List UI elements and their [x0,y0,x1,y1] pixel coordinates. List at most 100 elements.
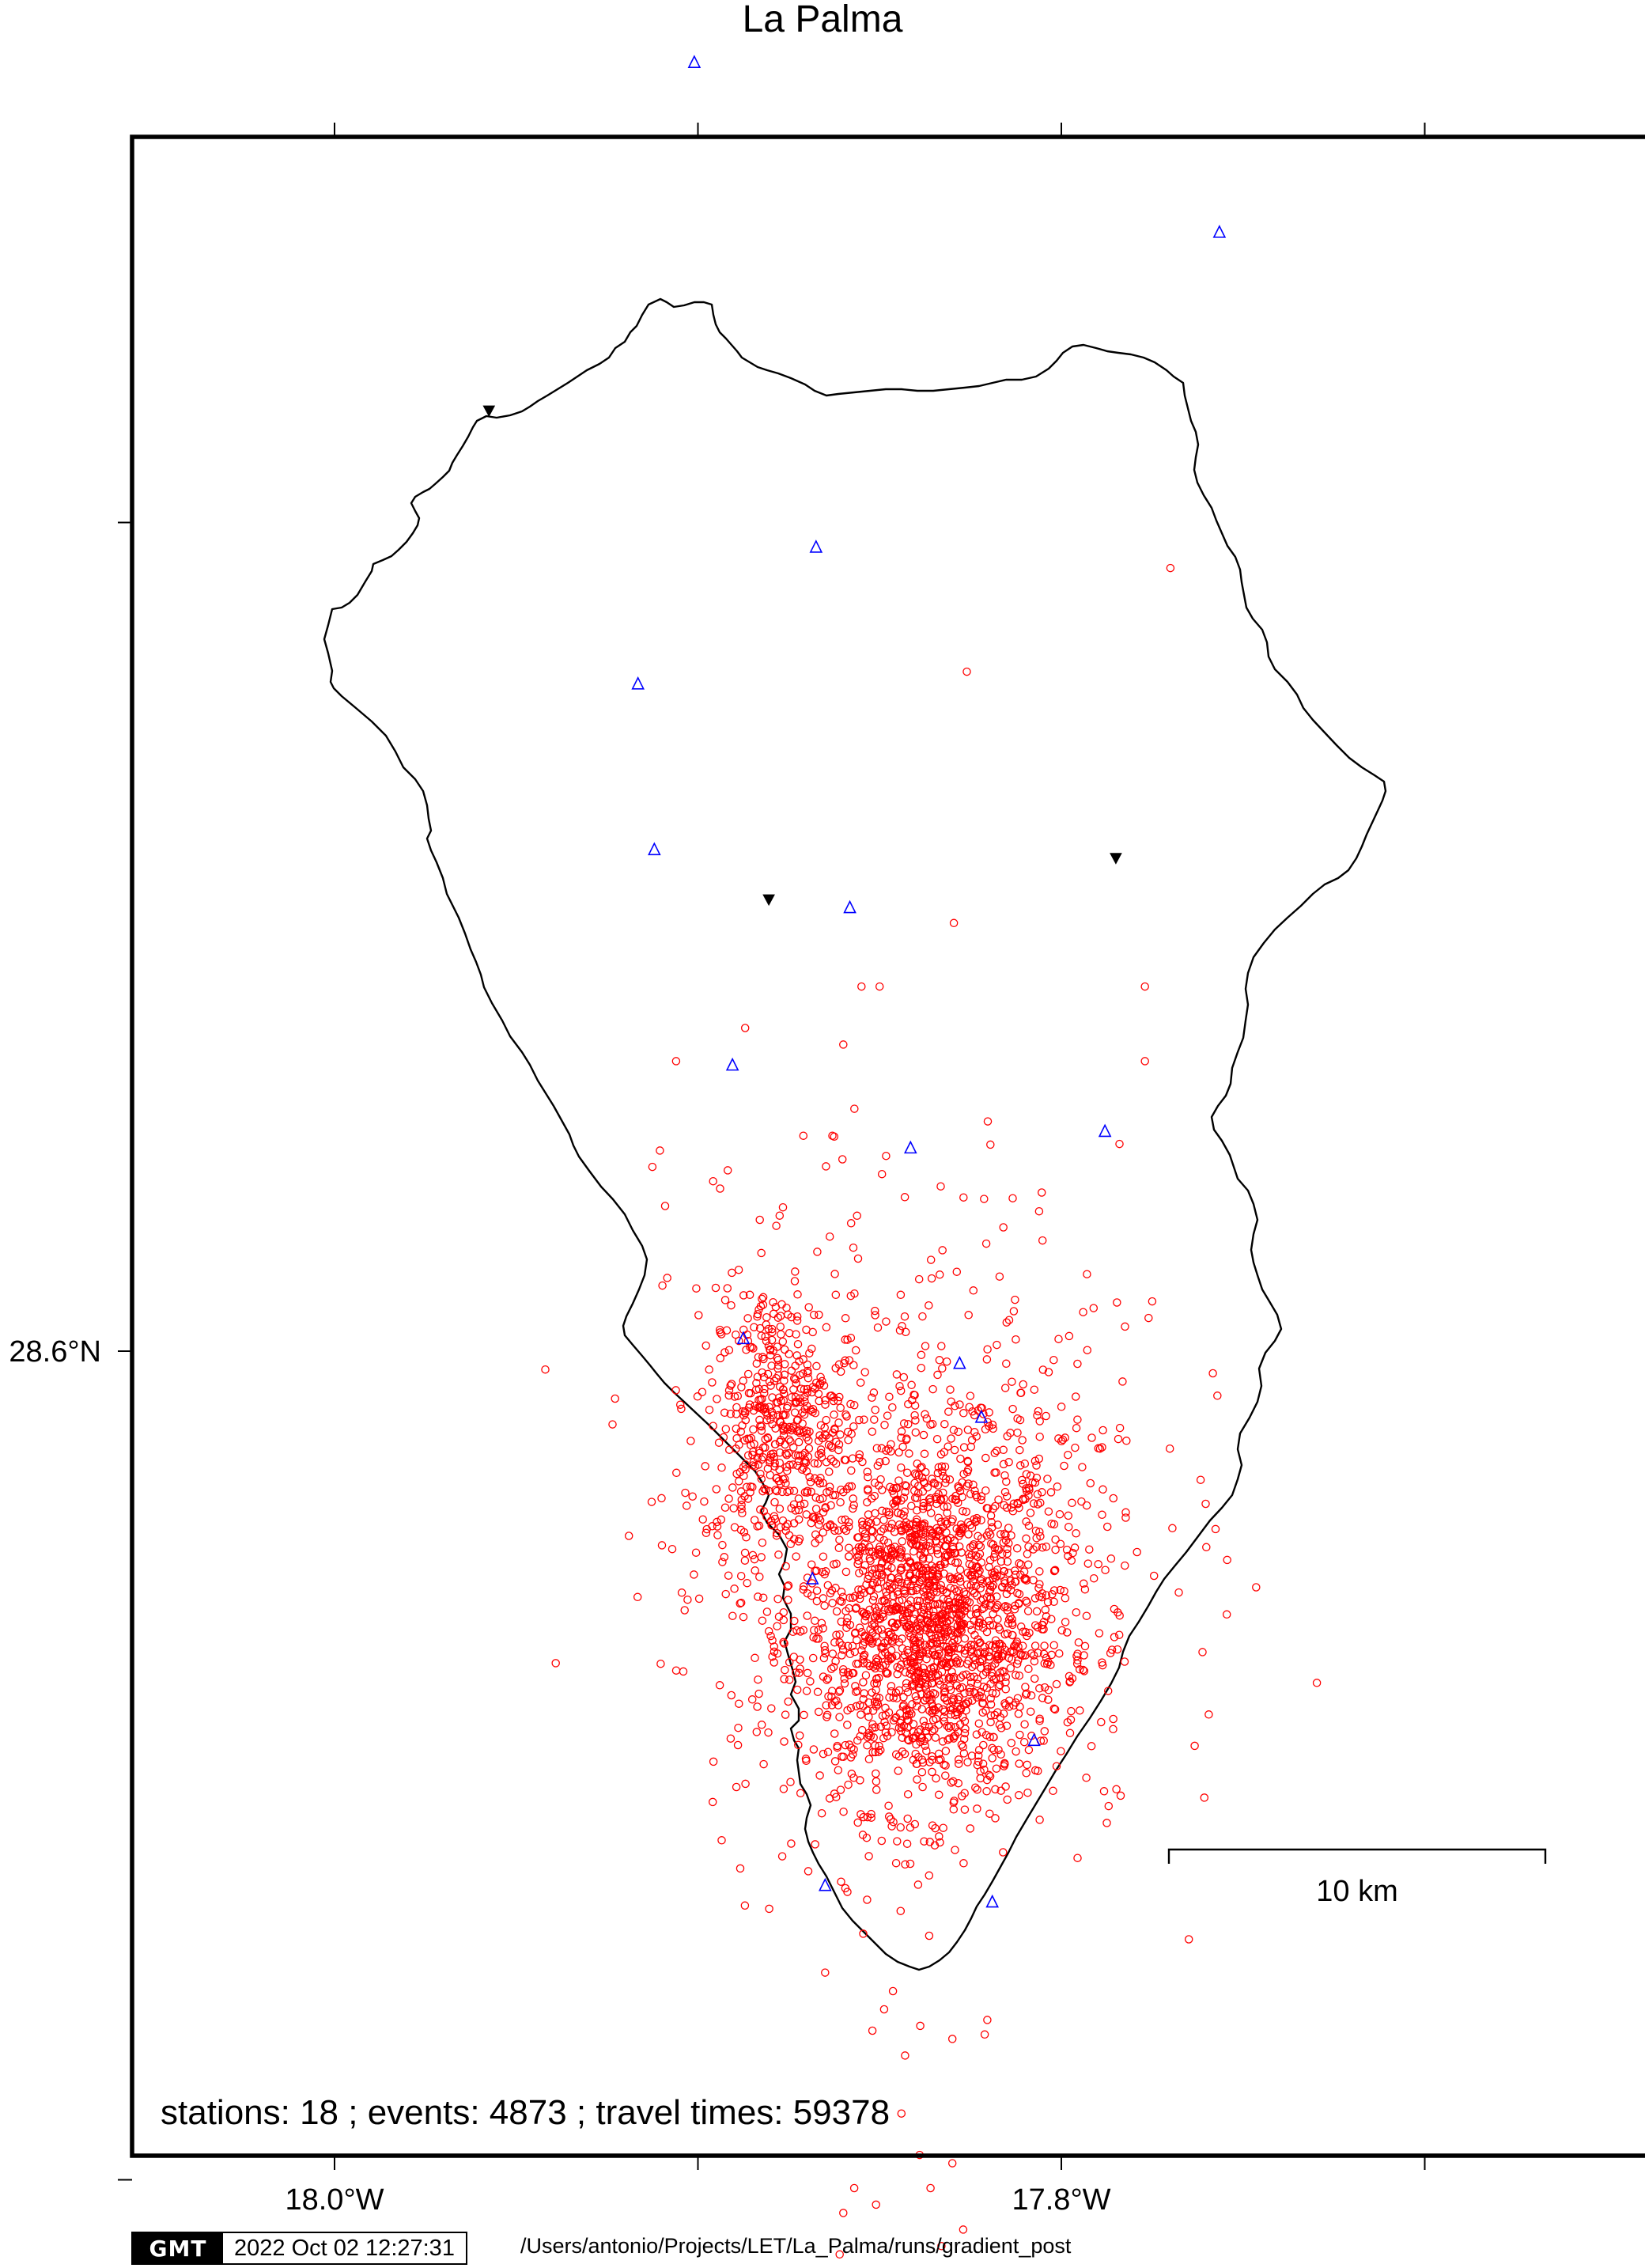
event-marker [906,1604,916,1614]
event-marker [826,1501,835,1510]
event-marker [807,1487,815,1496]
event-marker [1002,1589,1012,1599]
event-marker [780,1639,788,1648]
event-marker [1001,1782,1010,1791]
event-marker [944,1736,952,1744]
event-marker [876,1475,885,1484]
event-marker [868,1393,876,1403]
event-marker [1053,1482,1062,1491]
event-marker [936,1517,946,1527]
event-marker [671,1057,681,1066]
event-marker [904,1608,913,1618]
event-marker [980,1765,989,1774]
event-marker [879,1630,888,1639]
event-marker [745,1400,754,1409]
event-marker [705,1405,714,1414]
station-triangle-black [762,894,775,907]
event-marker [692,1284,701,1293]
event-marker [990,1710,1000,1720]
timestamp: 2022 Oct 02 12:27:31 [234,2235,455,2261]
event-marker [772,1528,781,1538]
event-marker [790,1277,800,1285]
event-marker [1032,1534,1041,1543]
map-title: La Palma [743,0,903,40]
event-marker [928,1751,936,1761]
event-marker [768,1636,777,1645]
event-marker [803,1668,812,1678]
event-marker [971,1581,981,1591]
event-marker [910,1391,919,1399]
event-marker [1034,1584,1043,1592]
event-marker [749,1425,758,1434]
event-marker [987,1539,996,1548]
event-marker [747,1441,755,1450]
event-marker [1009,1701,1018,1710]
event-marker [709,1422,717,1430]
event-marker [997,1583,1007,1592]
event-marker [826,1588,835,1598]
event-marker [733,1391,743,1400]
event-marker [856,1378,865,1388]
event-marker [904,1649,913,1657]
event-marker [919,1430,928,1440]
scale-bar-line [1167,1848,1547,1864]
event-marker [973,1608,982,1618]
event-marker [933,1549,943,1558]
event-marker [734,1265,743,1274]
event-marker [793,1339,803,1349]
event-marker [856,1590,864,1600]
event-marker [911,1539,921,1549]
event-marker [785,1675,794,1684]
event-marker [849,1422,858,1431]
event-marker [768,1520,777,1530]
event-marker [1006,1664,1015,1672]
event-marker [805,1472,814,1482]
event-marker [934,1463,944,1472]
event-marker [902,1657,911,1666]
event-marker [858,1525,868,1535]
event-marker [850,1104,859,1113]
event-marker [838,1651,846,1660]
event-marker [792,1312,802,1321]
event-marker [796,1501,805,1510]
event-marker [881,1456,890,1466]
event-marker [794,1515,804,1524]
event-marker [807,1591,816,1600]
event-marker [779,1426,788,1435]
event-marker [963,1758,972,1766]
event-marker [937,1342,946,1350]
event-marker [918,1487,928,1496]
event-marker [1079,1308,1087,1316]
event-marker [842,1485,852,1494]
event-marker [815,1479,825,1488]
event-marker [753,1453,762,1463]
event-marker [856,1701,864,1710]
event-marker [928,1679,937,1688]
event-marker [734,1723,743,1732]
event-marker [972,1604,981,1613]
event-marker [802,1687,811,1695]
event-marker [740,1556,750,1565]
event-marker [754,1305,763,1314]
event-marker [1095,1444,1105,1453]
event-marker [950,1695,959,1704]
event-marker [871,1632,880,1641]
event-marker [939,1609,947,1619]
event-marker [901,1481,909,1490]
event-marker [1030,1657,1039,1666]
event-marker [898,1442,907,1452]
event-marker [832,1559,841,1568]
event-marker [794,1505,804,1515]
event-marker [963,1697,973,1706]
station-triangle-blue [985,1894,999,1908]
event-marker [923,1617,932,1626]
event-marker [1026,1509,1035,1517]
event-marker [919,1501,928,1511]
event-marker [854,1533,863,1542]
event-marker [807,1560,816,1569]
event-marker [1026,1707,1035,1716]
event-marker [906,1823,915,1832]
event-marker [716,1354,725,1363]
event-marker [935,1649,944,1658]
event-marker [803,1611,811,1620]
